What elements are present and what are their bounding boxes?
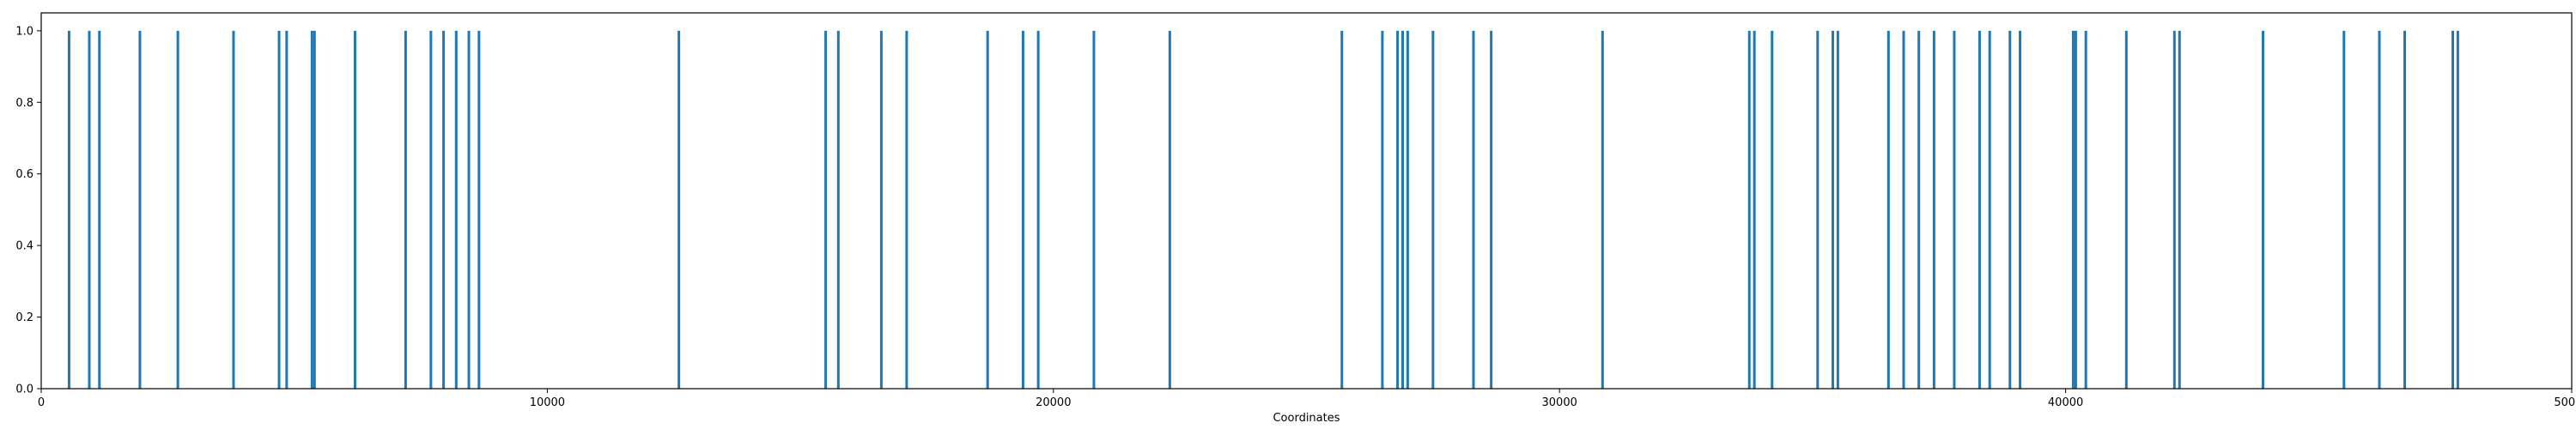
x-axis-label: Coordinates xyxy=(1273,412,1340,425)
bar xyxy=(1771,30,1774,390)
x-tick-label: 50000 xyxy=(2554,396,2576,409)
bar xyxy=(98,30,101,390)
y-tick-label: 0.8 xyxy=(15,97,33,110)
x-tick-label: 20000 xyxy=(1036,396,1071,409)
bar xyxy=(353,30,356,390)
bar xyxy=(2084,30,2087,390)
bar xyxy=(310,30,313,390)
bar xyxy=(1831,30,1834,390)
bar xyxy=(1753,30,1756,390)
bar xyxy=(404,30,407,390)
bar xyxy=(2074,30,2077,390)
bar xyxy=(986,30,989,390)
bar xyxy=(2071,30,2075,390)
bar xyxy=(836,30,840,390)
bar xyxy=(88,30,91,390)
bar xyxy=(467,30,471,390)
bar xyxy=(1836,30,1839,390)
bar xyxy=(442,30,446,390)
bar xyxy=(2178,30,2181,390)
y-tick-label: 0.4 xyxy=(15,240,33,253)
bar xyxy=(1036,30,1040,390)
bar xyxy=(2261,30,2264,390)
bar xyxy=(1932,30,1935,390)
bar xyxy=(232,30,235,390)
bar xyxy=(1472,30,1475,390)
bar xyxy=(2451,30,2454,390)
bar xyxy=(176,30,179,390)
bar xyxy=(824,30,828,390)
y-tick-label: 0.2 xyxy=(15,311,33,324)
bar xyxy=(1340,30,1344,390)
bar xyxy=(1021,30,1024,390)
bar xyxy=(1092,30,1096,390)
bar xyxy=(285,30,289,390)
x-tick-label: 10000 xyxy=(530,396,565,409)
bar xyxy=(2456,30,2459,390)
y-tick-label: 0.6 xyxy=(15,168,33,181)
bar xyxy=(2378,30,2381,390)
bar xyxy=(313,30,316,390)
bar xyxy=(2172,30,2176,390)
bar xyxy=(1953,30,1956,390)
bar xyxy=(277,30,281,390)
bar xyxy=(429,30,433,390)
bar xyxy=(2008,30,2012,390)
bar xyxy=(477,30,481,390)
x-tick-label: 30000 xyxy=(1542,396,1577,409)
axes-frame xyxy=(40,12,2573,390)
bar xyxy=(1747,30,1751,390)
bar xyxy=(1381,30,1384,390)
bar xyxy=(1902,30,1905,390)
bar xyxy=(2019,30,2022,390)
bar xyxy=(1396,30,1400,390)
bar xyxy=(1168,30,1171,390)
x-tick-label: 40000 xyxy=(2048,396,2083,409)
bar xyxy=(1917,30,1921,390)
axes-layer: 0 10000 20000 30000 40000 50000 0.0 0.2 0.4 0.6 0.… xyxy=(15,12,2576,409)
y-tick-label: 1.0 xyxy=(15,25,33,38)
bar xyxy=(2403,30,2406,390)
bar xyxy=(1490,30,1493,390)
bar xyxy=(138,30,142,390)
bar xyxy=(1978,30,1981,390)
bar xyxy=(67,30,70,390)
bar xyxy=(1400,30,1404,390)
bar xyxy=(1406,30,1409,390)
bar xyxy=(2124,30,2128,390)
bar xyxy=(1816,30,1820,390)
bar xyxy=(879,30,883,390)
bar xyxy=(677,30,681,390)
bar xyxy=(2342,30,2346,390)
bar xyxy=(1431,30,1435,390)
bar xyxy=(454,30,458,390)
bars-layer xyxy=(67,30,2459,390)
bar xyxy=(1886,30,1890,390)
bar xyxy=(1988,30,1991,390)
bar xyxy=(1601,30,1604,390)
y-tick-label: 0.0 xyxy=(15,384,33,396)
x-tick-label: 0 xyxy=(38,396,45,409)
bar xyxy=(905,30,908,390)
